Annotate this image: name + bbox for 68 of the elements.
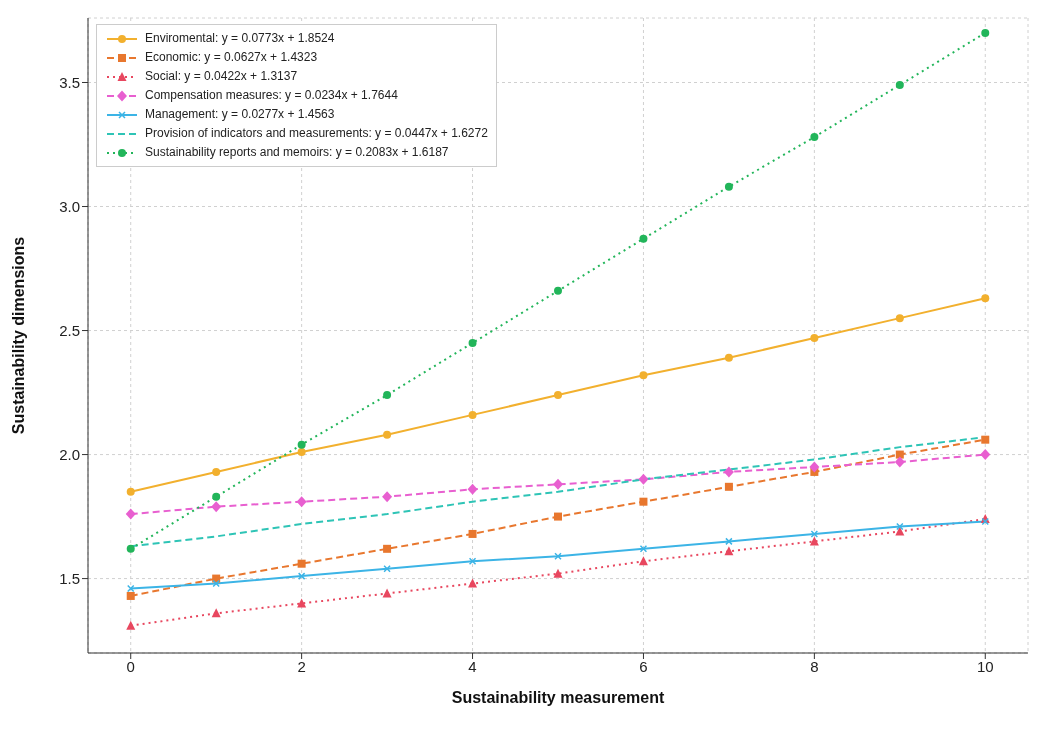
- point: [639, 371, 648, 380]
- point: [981, 28, 990, 37]
- point: [212, 467, 221, 476]
- point: [638, 473, 649, 485]
- point: [212, 492, 221, 501]
- point: [211, 501, 222, 513]
- point: [297, 440, 306, 449]
- legend-label: Management: y = 0.0277x + 1.4563: [145, 106, 335, 123]
- point: [553, 478, 563, 490]
- point: [297, 448, 306, 457]
- point: [467, 483, 478, 495]
- point: [723, 466, 734, 478]
- point: [724, 353, 733, 362]
- point: [724, 182, 733, 191]
- y-tick-label: 3.0: [59, 197, 80, 215]
- x-tick-label: 8: [810, 657, 819, 675]
- point: [125, 508, 136, 520]
- point: [980, 449, 991, 461]
- point: [895, 314, 904, 323]
- point: [468, 410, 477, 419]
- point: [126, 620, 136, 630]
- legend-label: Sustainability reports and memoirs: y = 0.2083x + 1.6187: [145, 144, 449, 161]
- legend-label: Enviromental: y = 0.0773x + 1.8524: [145, 30, 335, 47]
- point: [468, 529, 477, 538]
- point: [724, 482, 733, 491]
- point: [638, 556, 648, 566]
- point: [468, 578, 478, 588]
- point: [297, 559, 306, 568]
- point: [383, 430, 392, 439]
- point: [895, 450, 904, 459]
- y-tick-label: 2.0: [59, 445, 80, 463]
- point: [981, 435, 990, 444]
- x-tick-label: 10: [976, 657, 994, 675]
- x-tick-label: 4: [468, 657, 477, 675]
- legend-label: Social: y = 0.0422x + 1.3137: [145, 68, 298, 85]
- point: [468, 338, 477, 347]
- point: [126, 487, 135, 496]
- point: [554, 286, 562, 295]
- point: [895, 80, 904, 89]
- point: [554, 391, 562, 400]
- point: [382, 491, 393, 503]
- point: [383, 544, 392, 553]
- point: [126, 544, 135, 553]
- point: [809, 461, 820, 473]
- point: [981, 294, 990, 303]
- point: [639, 234, 648, 243]
- point: [810, 133, 819, 142]
- legend-label: Compensation measures: y = 0.0234x + 1.7644: [145, 87, 398, 104]
- legend-label: Economic: y = 0.0627x + 1.4323: [145, 49, 318, 66]
- point: [810, 333, 819, 342]
- x-tick-label: 2: [297, 657, 306, 675]
- x-tick-label: 0: [126, 657, 135, 675]
- point: [126, 591, 135, 600]
- point: [554, 512, 562, 521]
- point: [296, 496, 307, 508]
- y-tick-label: 3.5: [59, 73, 80, 91]
- legend-label: Provision of indicators and measurements: y = 0.0447x + 1.6272: [145, 125, 488, 142]
- x-tick-label: 6: [639, 657, 648, 675]
- point: [724, 546, 734, 556]
- point: [553, 568, 563, 578]
- point: [639, 497, 648, 506]
- point: [211, 608, 221, 618]
- y-axis-title: Sustainability dimensions: [9, 236, 27, 435]
- point: [894, 456, 905, 468]
- y-tick-label: 1.5: [59, 569, 80, 587]
- x-axis-title: Sustainability measurement: [451, 689, 665, 706]
- point: [383, 391, 392, 400]
- y-tick-label: 2.5: [59, 321, 80, 339]
